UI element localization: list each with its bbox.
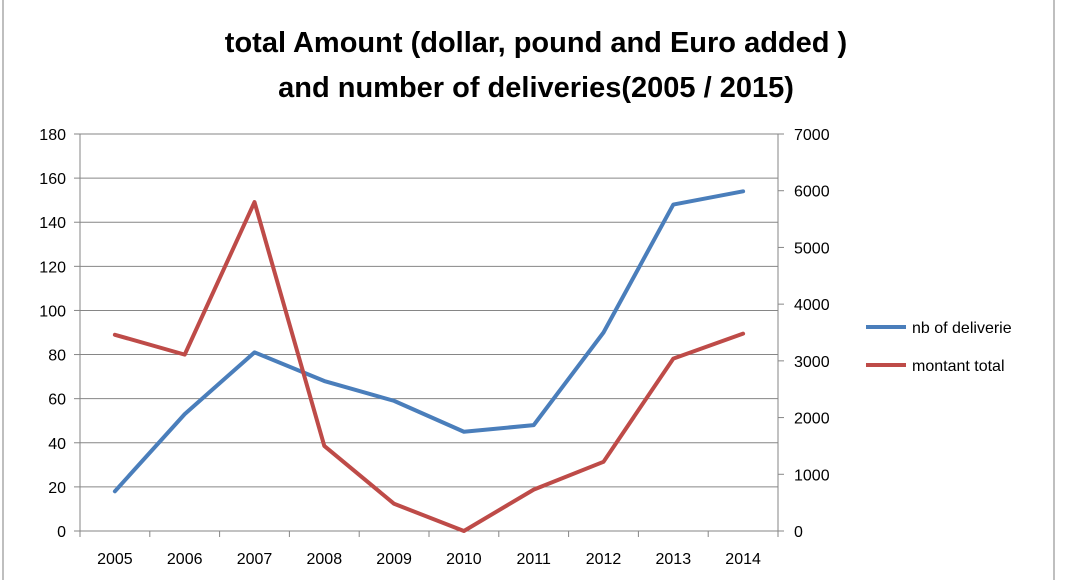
series-line-nb-of-deliverie (112, 189, 746, 494)
right-axis-tick-label: 0 (794, 524, 803, 541)
legend-label-montant-total: montant total (912, 358, 1005, 375)
legend: nb of deliverie montant total (866, 320, 1012, 375)
left-axis-tick-label: 40 (48, 436, 66, 453)
left-axis-tick-label: 20 (48, 480, 66, 497)
chart-title-line-1: total Amount (dollar, pound and Euro add… (225, 27, 847, 59)
x-axis-tick-label: 2014 (725, 551, 761, 568)
right-axis-tick-label: 4000 (794, 297, 830, 314)
left-axis-tick-label: 140 (39, 215, 66, 232)
x-axis-tick-label: 2011 (516, 551, 551, 568)
right-axis-tick-label: 5000 (794, 240, 830, 257)
x-axis-tick-label: 2005 (97, 551, 133, 568)
gridlines (80, 133, 778, 488)
chart-title-line-2: and number of deliveries(2005 / 2015) (278, 72, 794, 104)
right-axis-tick-label: 2000 (794, 411, 830, 428)
left-axis-tick-label: 160 (39, 171, 66, 188)
series-line-montant-total (112, 200, 746, 533)
left-axis-tick-label: 80 (48, 348, 66, 365)
legend-label-nb-of-deliverie: nb of deliverie (912, 320, 1012, 337)
left-axis-tick-label: 60 (48, 392, 66, 409)
axes (74, 133, 784, 537)
left-axis-tick-label: 0 (57, 524, 66, 541)
right-axis-tick-label: 7000 (794, 127, 830, 144)
right-axis-tick-label: 1000 (794, 467, 830, 484)
left-axis-tick-label: 180 (39, 127, 66, 144)
x-axis-tick-label: 2007 (237, 551, 273, 568)
x-axis-tick-label: 2009 (376, 551, 412, 568)
x-axis-tick-label: 2008 (307, 551, 343, 568)
x-axis-tick-label: 2013 (656, 551, 692, 568)
right-axis-tick-label: 3000 (794, 354, 830, 371)
series-lines (112, 189, 746, 533)
x-axis-tick-label: 2010 (446, 551, 482, 568)
x-axis-tick-label: 2006 (167, 551, 203, 568)
x-axis-tick-label: 2012 (586, 551, 622, 568)
left-axis-tick-label: 100 (39, 303, 66, 320)
left-axis-tick-label: 120 (39, 259, 66, 276)
tick-labels: 0 20 40 60 80 100 120 140 160 180 0 1000 2000 3000 400… (39, 127, 829, 568)
right-axis-tick-label: 6000 (794, 184, 830, 201)
